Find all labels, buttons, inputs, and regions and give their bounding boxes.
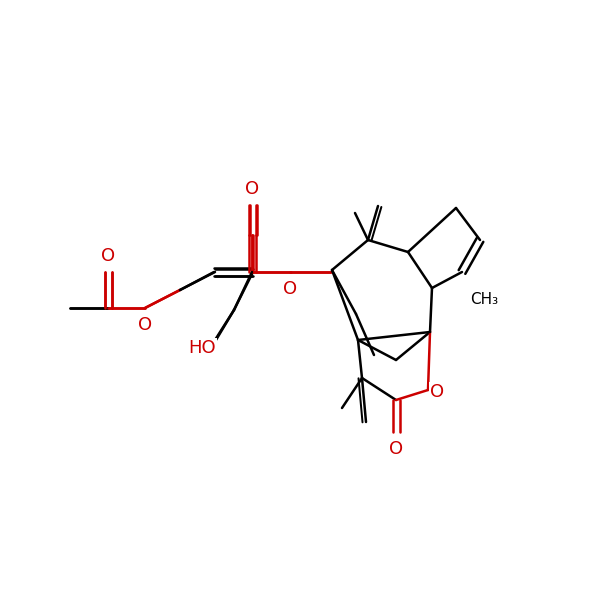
Text: CH₃: CH₃ — [470, 292, 498, 307]
Text: O: O — [283, 280, 297, 298]
Text: HO: HO — [188, 339, 216, 357]
Text: O: O — [430, 383, 444, 401]
Text: O: O — [138, 316, 152, 334]
Text: O: O — [389, 440, 403, 458]
Text: O: O — [101, 247, 115, 265]
Text: O: O — [245, 180, 259, 198]
